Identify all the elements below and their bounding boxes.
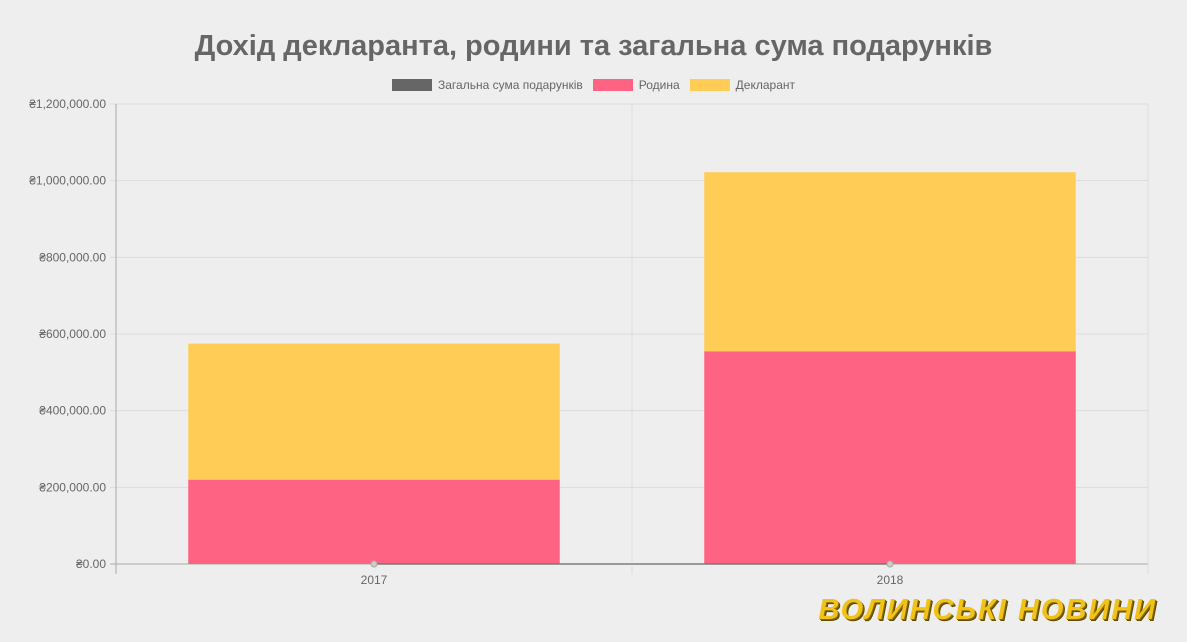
legend-item-declarant[interactable]: Декларант <box>689 78 795 92</box>
y-tick-label: ₴600,000.00 <box>39 327 106 341</box>
x-tick-label: 2017 <box>361 573 388 587</box>
legend-label-family: Родина <box>638 78 680 92</box>
y-tick-label: ₴0.00 <box>76 557 106 571</box>
bar-family-2017 <box>188 479 560 564</box>
watermark-logo: ВОЛИНСЬКІ НОВИНИ <box>818 594 1157 626</box>
y-tick-label: ₴800,000.00 <box>39 250 106 264</box>
legend-swatch-declarant <box>689 79 730 91</box>
legend-item-family[interactable]: Родина <box>592 78 680 92</box>
legend-label-declarant: Декларант <box>735 78 795 92</box>
chart-title: Дохід декларанта, родини та загальна сум… <box>194 30 993 62</box>
bar-declarant-2018 <box>704 172 1076 352</box>
legend-label-gifts: Загальна сума подарунків <box>437 78 583 92</box>
point-gifts-total <box>370 560 378 568</box>
bar-declarant-2017 <box>188 343 560 480</box>
y-tick-label: ₴1,000,000.00 <box>29 174 106 188</box>
y-tick-label: ₴200,000.00 <box>39 480 106 494</box>
bar-family-2018 <box>704 351 1076 564</box>
legend-swatch-family <box>592 79 633 91</box>
legend-item-gifts[interactable]: Загальна сума подарунків <box>391 78 583 92</box>
chart-legend: Загальна сума подарунків Родина Декларан… <box>0 78 1187 92</box>
x-tick-label: 2018 <box>877 573 904 587</box>
point-gifts-total <box>886 560 894 568</box>
y-tick-label: ₴400,000.00 <box>39 404 106 418</box>
legend-swatch-gifts <box>391 79 432 91</box>
y-tick-label: ₴1,200,000.00 <box>29 97 106 111</box>
